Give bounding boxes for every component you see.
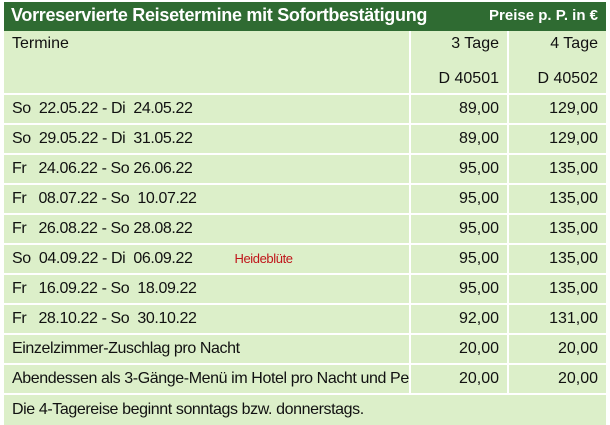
price-3-tage: 89,00 (410, 94, 509, 125)
price-3-tage: 95,00 (410, 274, 509, 305)
product-code-row: D 40501 D 40502 (4, 65, 606, 95)
product-code-4-tage: D 40502 (508, 65, 606, 95)
price-4-tage: 135,00 (508, 214, 606, 245)
price-4-tage: 129,00 (508, 94, 606, 125)
date-range-label: Fr 08.07.22 - So 10.07.22 (12, 190, 197, 207)
date-range-label: So 04.09.22 - Di 06.09.22 (12, 250, 193, 267)
table-row: Einzelzimmer-Zuschlag pro Nacht 20,00 20,0… (4, 334, 606, 365)
price-3-tage: 95,00 (410, 154, 509, 185)
extra-label: Abendessen als 3-Gänge-Menü im Hotel pro… (12, 370, 410, 387)
footer-note: Die 4-Tagereise beginnt sonntags bzw. do… (4, 394, 606, 425)
price-4-tage: 135,00 (508, 244, 606, 275)
price-table: Termine 3 Tage 4 Tage D 40501 D 40502 So… (4, 31, 606, 425)
date-range-label: Fr 28.10.22 - So 30.10.22 (12, 310, 197, 327)
table-row: Fr 24.06.22 - So 26.06.22 95,00 135,00 (4, 154, 606, 185)
table-row: So 29.05.22 - Di 31.05.22 89,00 129,00 (4, 124, 606, 155)
table-row: So 22.05.22 - Di 24.05.22 89,00 129,00 (4, 94, 606, 125)
date-range-label: So 22.05.22 - Di 24.05.22 (12, 100, 193, 117)
table-row: Fr 16.09.22 - So 18.09.22 95,00 135,00 (4, 274, 606, 305)
table-header-bar: Vorreservierte Reisetermine mit Sofortbe… (4, 2, 606, 31)
column-header-4-tage: 4 Tage (508, 31, 606, 65)
season-note: Heideblüte (234, 251, 293, 266)
date-range-label: Fr 24.06.22 - So 26.06.22 (12, 160, 193, 177)
product-code-3-tage: D 40501 (410, 65, 509, 95)
table-row: Fr 28.10.22 - So 30.10.22 92,00 131,00 (4, 304, 606, 335)
date-range-label: So 29.05.22 - Di 31.05.22 (12, 130, 193, 147)
price-3-tage: 89,00 (410, 124, 509, 155)
price-4-tage: 135,00 (508, 184, 606, 215)
table-row: Fr 26.08.22 - So 28.08.22 95,00 135,00 (4, 214, 606, 245)
price-3-tage: 95,00 (410, 244, 509, 275)
price-note: Preise p. P. in € (489, 7, 598, 24)
table-row: So 04.09.22 - Di 06.09.22 Heideblüte 95,00… (4, 244, 606, 275)
price-4-tage: 129,00 (508, 124, 606, 155)
table-title: Vorreservierte Reisetermine mit Sofortbe… (11, 5, 428, 25)
date-range-label: Fr 26.08.22 - So 28.08.22 (12, 220, 193, 237)
price-table-card: Vorreservierte Reisetermine mit Sofortbe… (4, 2, 606, 425)
footer-row: Die 4-Tagereise beginnt sonntags bzw. do… (4, 394, 606, 425)
column-header-dates: Termine (4, 31, 411, 65)
column-header-3-tage: 3 Tage (410, 31, 509, 65)
price-4-tage: 135,00 (508, 154, 606, 185)
price-3-tage: 92,00 (410, 304, 509, 335)
extra-label: Einzelzimmer-Zuschlag pro Nacht (12, 340, 240, 357)
price-4-tage: 131,00 (508, 304, 606, 335)
price-4-tage: 135,00 (508, 274, 606, 305)
price-3-tage: 95,00 (410, 184, 509, 215)
price-3-tage: 20,00 (410, 334, 509, 365)
price-3-tage: 20,00 (410, 364, 509, 395)
table-row: Abendessen als 3-Gänge-Menü im Hotel pro… (4, 364, 606, 395)
date-range-label: Fr 16.09.22 - So 18.09.22 (12, 280, 197, 297)
table-row: Fr 08.07.22 - So 10.07.22 95,00 135,00 (4, 184, 606, 215)
price-3-tage: 95,00 (410, 214, 509, 245)
price-4-tage: 20,00 (508, 334, 606, 365)
price-4-tage: 20,00 (508, 364, 606, 395)
column-header-row: Termine 3 Tage 4 Tage (4, 31, 606, 65)
